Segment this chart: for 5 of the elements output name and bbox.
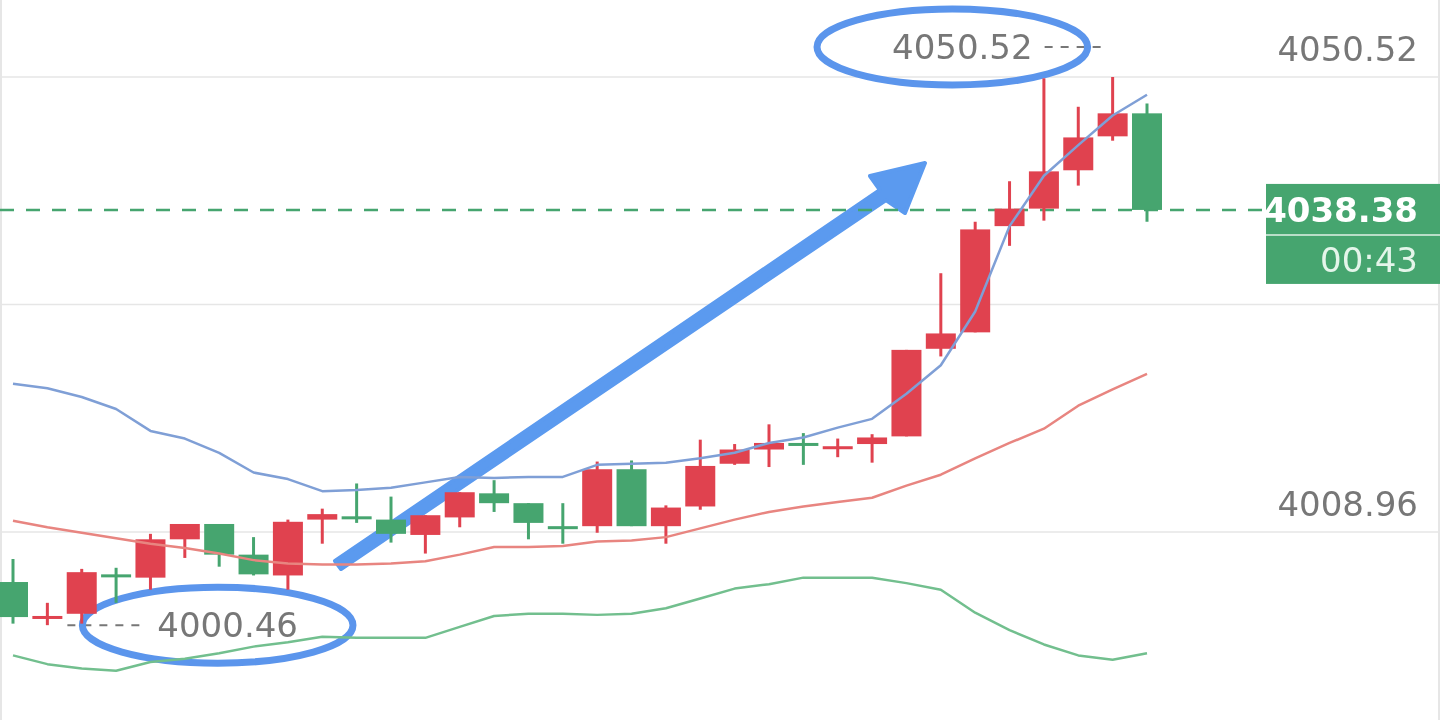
text: 00:43 <box>1320 239 1418 280</box>
ref-line-label: 4038.38 <box>1263 189 1418 230</box>
annotation: 4050.52 <box>892 26 1033 67</box>
annotation: 4000.46 <box>157 605 298 646</box>
y-tick-label: 4008.96 <box>1277 484 1418 525</box>
